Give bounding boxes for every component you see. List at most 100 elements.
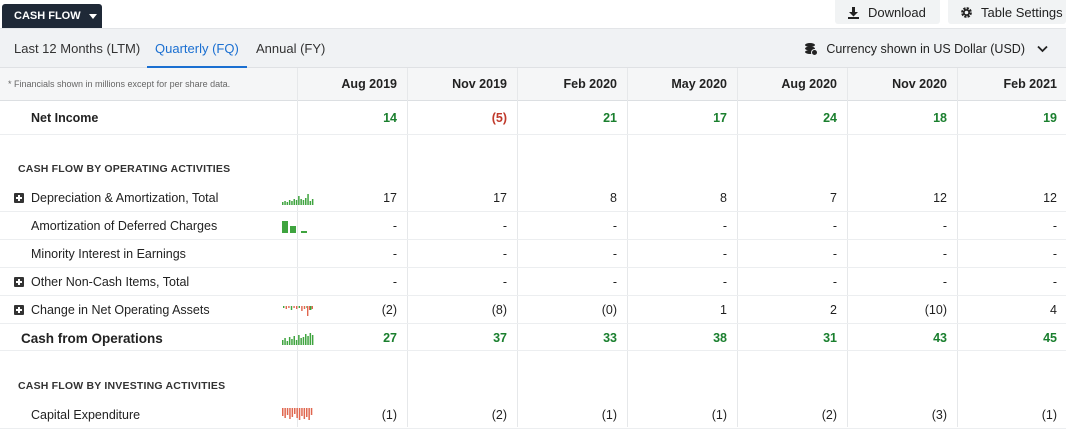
period-column-divider: [957, 68, 1066, 427]
table-row: [0, 324, 1066, 351]
table-cell: 1: [720, 303, 727, 317]
table-cell: (1): [601, 408, 617, 422]
table-cell: (2): [381, 303, 397, 317]
sparkline-chart: [282, 221, 307, 233]
period-tabs-bar: Last 12 Months (LTM) Quarterly (FQ) Annu…: [0, 28, 1066, 68]
table-cell: -: [392, 247, 397, 261]
download-label: Download: [868, 4, 926, 20]
table-cell: 17: [713, 111, 727, 125]
table-cell: (5): [491, 111, 507, 125]
cash-flow-dropdown-label: CASH FLOW: [14, 10, 81, 22]
period-header[interactable]: May 2020: [671, 77, 727, 91]
table-cell: 18: [933, 111, 947, 125]
table-row: [0, 268, 1066, 296]
table-cell: -: [502, 219, 507, 233]
table-cell: -: [612, 247, 617, 261]
tab-ltm[interactable]: Last 12 Months (LTM): [14, 41, 141, 56]
period-header[interactable]: Nov 2020: [892, 77, 947, 91]
table-cell: 19: [1043, 111, 1057, 125]
table-cell: -: [832, 275, 837, 289]
table-cell: -: [1052, 275, 1057, 289]
table-cell: -: [722, 275, 727, 289]
table-cell: 33: [603, 331, 617, 345]
table-cell: -: [942, 247, 947, 261]
table-cell: -: [1052, 219, 1057, 233]
period-column-divider: [517, 68, 627, 427]
row-label: Minority Interest in Earnings: [31, 247, 186, 261]
expand-icon[interactable]: [14, 193, 24, 203]
table-cell: -: [392, 219, 397, 233]
table-row: [0, 184, 1066, 212]
table-cell: 12: [1043, 191, 1057, 205]
row-label: Net Income: [31, 111, 99, 125]
row-label: Depreciation & Amortization, Total: [31, 191, 219, 205]
cash-flow-dropdown[interactable]: CASH FLOW: [2, 4, 102, 28]
download-button[interactable]: Download: [835, 0, 940, 24]
period-header[interactable]: Feb 2020: [563, 77, 617, 91]
table-header: * Financials shown in millions except fo…: [0, 68, 1066, 101]
sparkline-chart: [282, 408, 313, 420]
row-label: Amortization of Deferred Charges: [31, 219, 218, 233]
table-cell: (1): [1041, 408, 1057, 422]
sparkline-chart: [282, 333, 314, 345]
table-row: [0, 101, 1066, 135]
table-cell: 31: [823, 331, 837, 345]
download-icon: [848, 6, 859, 19]
caret-down-icon: [88, 13, 97, 19]
chevron-down-icon: [1037, 45, 1048, 53]
row-label: Capital Expenditure: [31, 408, 141, 422]
table-cell: (1): [381, 408, 397, 422]
table-cell: -: [832, 247, 837, 261]
table-cell: -: [392, 275, 397, 289]
table-cell: 17: [493, 191, 507, 205]
table-cell: -: [942, 219, 947, 233]
row-label: Change in Net Operating Assets: [31, 303, 210, 317]
financials-note: * Financials shown in millions except fo…: [8, 79, 231, 89]
table-cell: 24: [823, 111, 837, 125]
table-settings-label: Table Settings: [981, 4, 1063, 20]
period-header[interactable]: Aug 2019: [341, 77, 397, 91]
period-column-divider: [297, 68, 407, 427]
table-cell: -: [722, 219, 727, 233]
table-cell: 4: [1050, 303, 1057, 317]
table-cell: 8: [610, 191, 617, 205]
expand-icon[interactable]: [14, 277, 24, 287]
period-header[interactable]: Aug 2020: [781, 77, 837, 91]
table-cell: -: [502, 247, 507, 261]
table-cell: 7: [830, 191, 837, 205]
table-row: [0, 296, 1066, 324]
sparkline-chart: [283, 306, 313, 316]
tab-quarterly[interactable]: Quarterly (FQ): [147, 29, 247, 68]
section-heading: CASH FLOW BY INVESTING ACTIVITIES: [18, 380, 226, 392]
table-row: [0, 212, 1066, 240]
table-settings-button[interactable]: Table Settings: [948, 0, 1066, 24]
table-cell: (8): [491, 303, 507, 317]
table-cell: -: [612, 275, 617, 289]
expand-icon[interactable]: [14, 305, 24, 315]
period-column-divider: [407, 68, 517, 427]
table-row: [0, 240, 1066, 268]
currency-selector[interactable]: Currency shown in US Dollar (USD): [804, 29, 1056, 69]
period-header[interactable]: Feb 2021: [1003, 77, 1057, 91]
table-cell: (2): [491, 408, 507, 422]
table-cell: -: [502, 275, 507, 289]
period-column-divider: [847, 68, 957, 427]
table-cell: 8: [720, 191, 727, 205]
period-column-divider: [737, 68, 847, 427]
row-label: Cash from Operations: [21, 331, 163, 346]
table-cell: 38: [713, 331, 727, 345]
table-cell: 37: [493, 331, 507, 345]
table-cell: 2: [830, 303, 837, 317]
section-heading: CASH FLOW BY OPERATING ACTIVITIES: [18, 163, 231, 175]
tab-annual[interactable]: Annual (FY): [256, 41, 326, 56]
table-cell: 43: [933, 331, 947, 345]
table-cell: (2): [821, 408, 837, 422]
table-cell: 12: [933, 191, 947, 205]
table-cell: -: [942, 275, 947, 289]
top-toolbar: CASH FLOW Download Table Settings: [0, 0, 1066, 28]
table-cell: -: [722, 247, 727, 261]
table-cell: (0): [601, 303, 617, 317]
table-cell: 27: [383, 331, 397, 345]
table-cell: (3): [931, 408, 947, 422]
period-header[interactable]: Nov 2019: [452, 77, 507, 91]
